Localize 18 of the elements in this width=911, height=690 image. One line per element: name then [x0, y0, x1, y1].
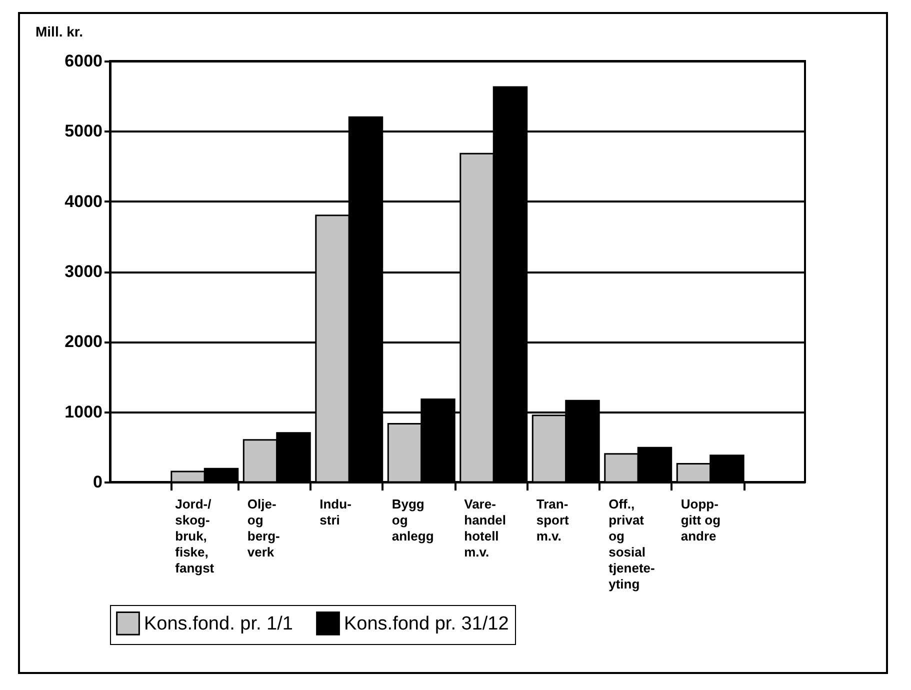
x-tick-label: Off., privat og sosial tjenete- yting [608, 496, 655, 592]
y-tick-label: 5000 [64, 122, 102, 141]
y-tick-label: 4000 [64, 192, 102, 211]
x-tick-label: Tran- sport m.v. [536, 496, 570, 544]
y-tick-label: 2000 [64, 332, 102, 352]
legend-label: Kons.fond pr. 31/12 [344, 613, 509, 634]
x-tick-label: Uopp- gitt og andre [680, 496, 721, 544]
legend-label: Kons.fond. pr. 1/1 [144, 613, 293, 634]
x-tick-label: Indu- stri [320, 496, 352, 528]
x-tick-label: Jord-/ skog- bruk, fiske, fangst [175, 496, 215, 576]
x-tick-label: Bygg og anlegg [392, 496, 434, 544]
y-tick-label: 0 [93, 472, 102, 492]
x-tick-label: Vare- handel hotell m.v. [464, 496, 506, 560]
y-axis-title: Mill. kr. [36, 24, 83, 40]
y-tick-label: 1000 [64, 402, 102, 422]
x-tick-label: Olje- og berg- verk [247, 496, 280, 560]
y-tick-label: 6000 [64, 52, 102, 70]
y-tick-label: 3000 [64, 262, 102, 281]
